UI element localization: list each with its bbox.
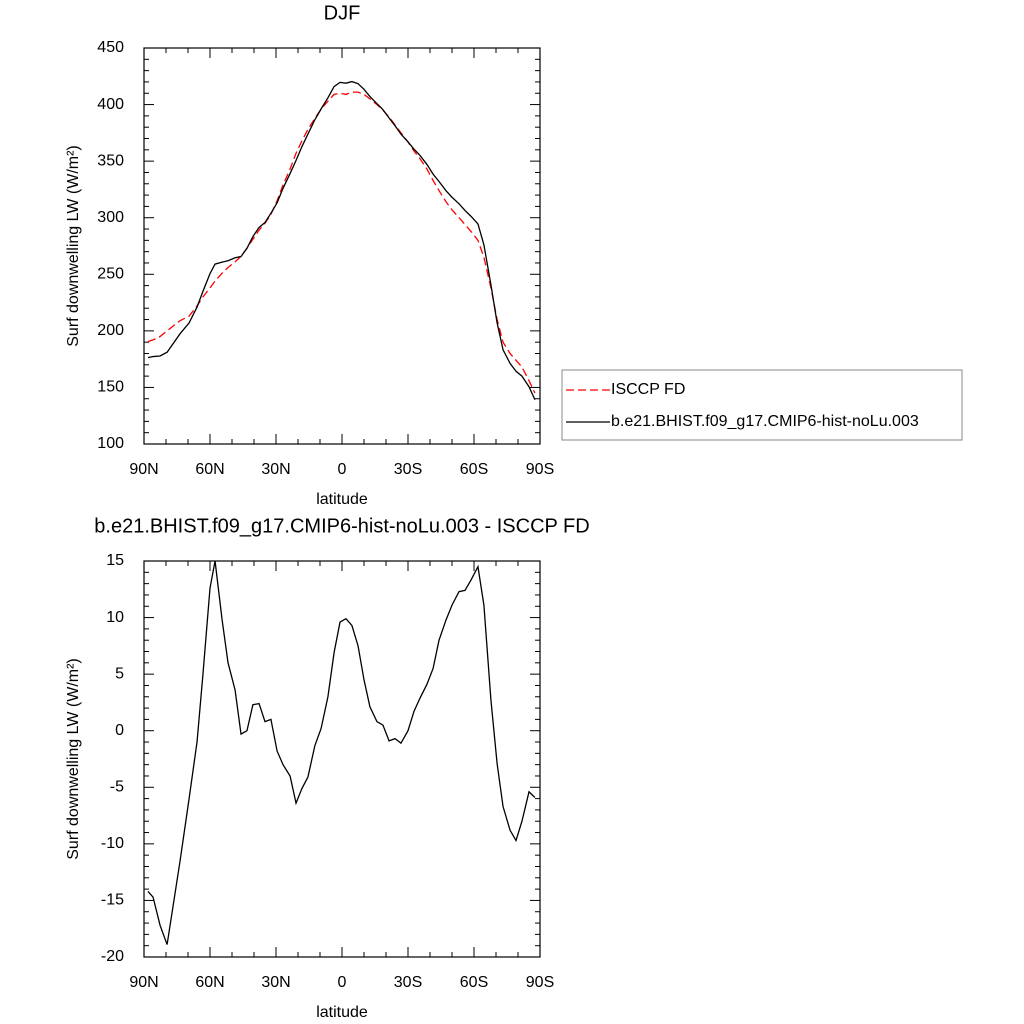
legend-label: ISCCP FD: [611, 381, 685, 398]
y-tick-label: 0: [115, 722, 124, 739]
data-line: [147, 560, 536, 945]
y-tick-label: -15: [101, 892, 124, 909]
legend-box: [561, 369, 963, 441]
x-axis-label: latitude: [316, 1004, 368, 1021]
data-line: [147, 91, 536, 394]
y-tick-label: 350: [97, 152, 124, 169]
x-tick-label: 90S: [526, 974, 554, 991]
x-tick-label: 30S: [394, 461, 422, 478]
x-tick-label: 60S: [460, 974, 488, 991]
x-tick-label: 90N: [129, 974, 158, 991]
y-tick-label: -10: [101, 835, 124, 852]
y-tick-label: 300: [97, 209, 124, 226]
data-line: [147, 80, 536, 401]
plot-frame: [143, 560, 541, 958]
y-tick-label: 100: [97, 435, 124, 452]
x-tick-label: 30N: [261, 461, 290, 478]
x-tick-label: 60S: [460, 461, 488, 478]
y-tick-label: 250: [97, 266, 124, 283]
chart-title: b.e21.BHIST.f09_g17.CMIP6-hist-noLu.003 …: [94, 515, 589, 537]
plot-frame: [143, 47, 541, 445]
y-tick-label: 15: [106, 552, 124, 569]
y-axis-label: Surf downwelling LW (W/m²): [65, 658, 82, 860]
chart-title: DJF: [324, 2, 361, 24]
y-axis-label: Surf downwelling LW (W/m²): [65, 145, 82, 347]
y-tick-label: -5: [110, 779, 124, 796]
y-tick-label: 150: [97, 379, 124, 396]
y-tick-label: 200: [97, 322, 124, 339]
y-tick-label: 5: [115, 665, 124, 682]
x-axis-label: latitude: [316, 491, 368, 508]
x-tick-label: 90N: [129, 461, 158, 478]
y-tick-label: 450: [97, 39, 124, 56]
x-tick-label: 30N: [261, 974, 290, 991]
x-tick-label: 60N: [195, 974, 224, 991]
x-tick-label: 0: [338, 461, 347, 478]
legend-label: b.e21.BHIST.f09_g17.CMIP6-hist-noLu.003: [611, 413, 919, 430]
x-tick-label: 30S: [394, 974, 422, 991]
x-tick-label: 90S: [526, 461, 554, 478]
x-tick-label: 0: [338, 974, 347, 991]
x-tick-label: 60N: [195, 461, 224, 478]
y-tick-label: 10: [106, 609, 124, 626]
y-tick-label: 400: [97, 96, 124, 113]
y-tick-label: -20: [101, 948, 124, 965]
